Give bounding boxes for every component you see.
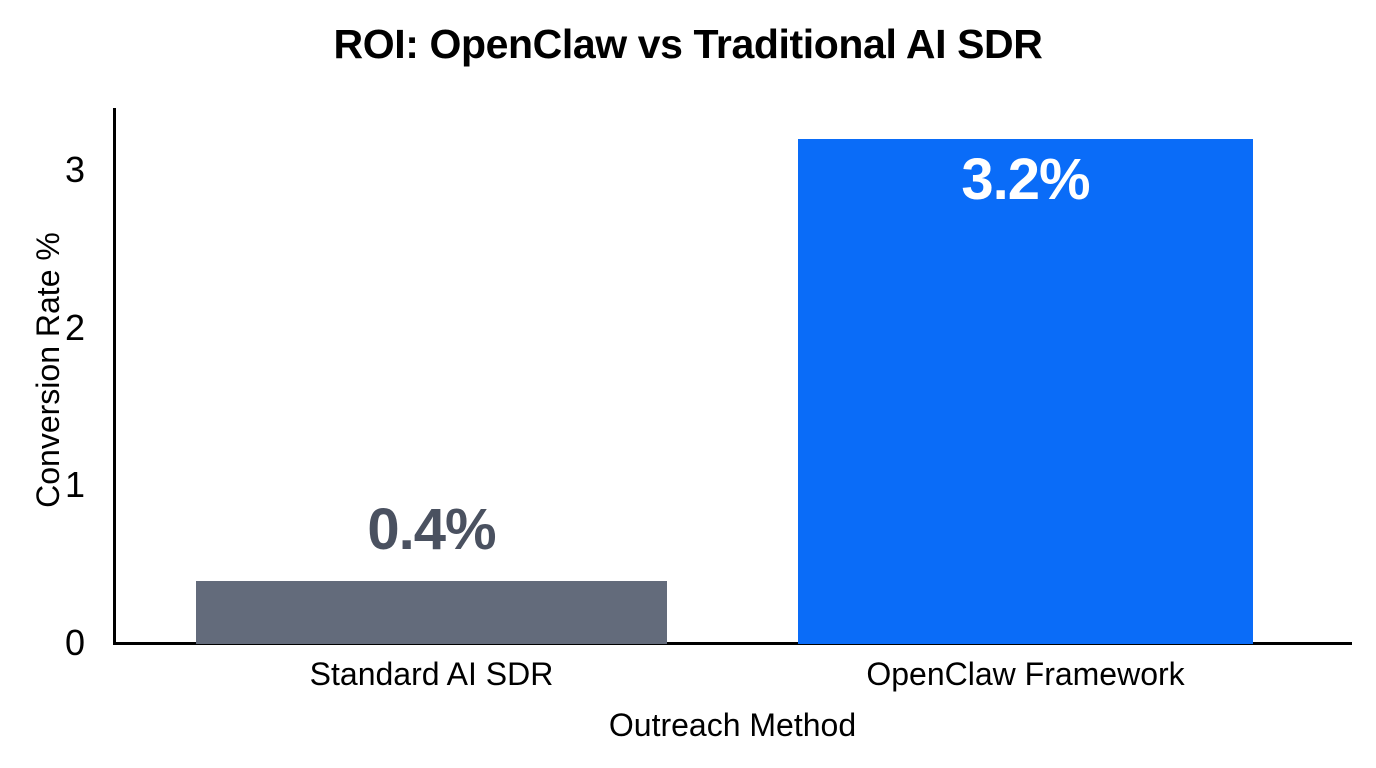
x-tick-label-openclaw-framework: OpenClaw Framework <box>866 656 1185 692</box>
y-tick-label-2: 2 <box>64 306 85 348</box>
y-axis-title: Conversion Rate % <box>30 232 66 508</box>
x-axis-spine <box>113 642 1352 645</box>
bar-standard-ai-sdr <box>196 580 667 644</box>
plot-area: 0.4% 3.2% <box>113 108 1352 644</box>
chart-title: ROI: OpenClaw vs Traditional AI SDR <box>333 21 1043 67</box>
bar-value-label-openclaw-framework: 3.2% <box>961 147 1090 213</box>
y-tick-label-3: 3 <box>64 148 85 190</box>
y-tick-label-0: 0 <box>64 622 85 663</box>
y-tick-label-1: 1 <box>64 464 85 506</box>
x-axis-title: Outreach Method <box>608 707 857 743</box>
x-tick-label-standard-ai-sdr: Standard AI SDR <box>309 656 554 692</box>
bar-value-label-standard-ai-sdr: 0.4% <box>367 496 496 562</box>
bar-openclaw-framework <box>798 139 1253 644</box>
y-axis-spine <box>113 108 116 645</box>
